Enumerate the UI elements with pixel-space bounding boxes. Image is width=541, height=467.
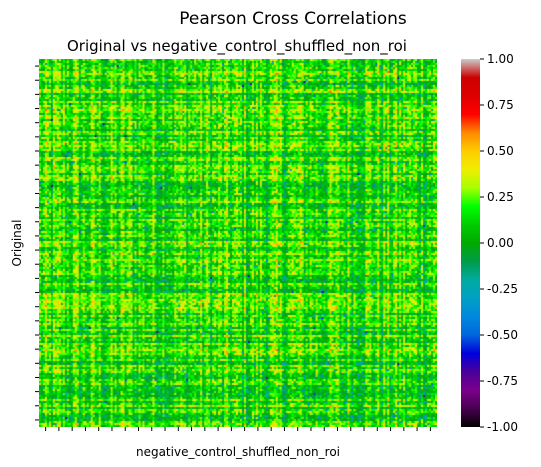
- colorbar-ticks: 1.00 0.75 0.50 0.25 0.00 -0.25 -0.50 -0.75 -1.00: [480, 52, 518, 434]
- y-axis-ticks: [35, 65, 39, 421]
- x-axis-label: negative_control_shuffled_non_roi: [136, 445, 340, 459]
- y-axis-label: Original: [10, 220, 24, 267]
- colorbar-tick-label: -0.25: [487, 282, 518, 296]
- colorbar-tick-label: -0.50: [487, 328, 518, 342]
- colorbar-tick-label: 0.25: [487, 190, 514, 204]
- colorbar-tick-label: 1.00: [487, 52, 514, 66]
- x-axis-ticks: [45, 427, 431, 431]
- chart-title: Pearson Cross Correlations: [179, 9, 407, 29]
- colorbar-tick-label: -0.75: [487, 374, 518, 388]
- colorbar-tick-label: 0.75: [487, 98, 514, 112]
- colorbar-tick-label: -1.00: [487, 420, 518, 434]
- heatmap-cells: [39, 59, 437, 427]
- colorbar-tick-label: 0.00: [487, 236, 514, 250]
- chart-subtitle: Original vs negative_control_shuffled_no…: [67, 37, 407, 56]
- heatmap: [39, 59, 437, 427]
- colorbar: [461, 59, 480, 427]
- colorbar-tick-label: 0.50: [487, 144, 514, 158]
